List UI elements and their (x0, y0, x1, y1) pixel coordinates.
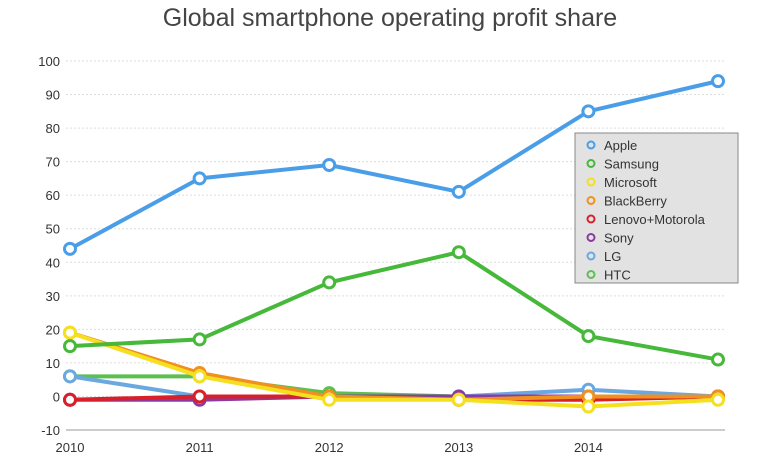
chart-title: Global smartphone operating profit share (163, 4, 617, 32)
legend-marker (586, 233, 596, 242)
legend-marker (586, 251, 596, 261)
data-point (192, 389, 207, 404)
data-point (451, 245, 466, 260)
legend-label: Lenovo+Motorola (604, 212, 706, 227)
x-tick-label: 2010 (56, 440, 85, 455)
data-point (451, 392, 466, 407)
series-line (69, 250, 719, 362)
legend-label: HTC (604, 268, 631, 283)
y-tick-label: 100 (38, 54, 60, 69)
y-tick-label: 60 (46, 188, 60, 203)
series-line (69, 330, 719, 409)
legend-marker (586, 159, 596, 168)
data-point (711, 74, 725, 89)
data-point (63, 392, 77, 407)
legend-label: Samsung (604, 157, 659, 172)
legend-marker (586, 214, 596, 224)
legend-label: Apple (604, 138, 637, 153)
data-point (711, 392, 725, 407)
data-point (63, 325, 77, 340)
x-tick-label: 2012 (315, 440, 344, 455)
y-tick-label: -10 (41, 423, 60, 438)
y-tick-label: 80 (46, 121, 60, 136)
y-tick-label: 50 (46, 222, 60, 237)
data-point (63, 241, 77, 256)
data-point (63, 339, 77, 354)
x-tick-label: 2014 (574, 440, 603, 455)
legend-marker (586, 177, 596, 187)
y-tick-label: 20 (46, 322, 60, 337)
y-tick-label: 40 (46, 255, 60, 270)
legend: Apple Samsung Microsoft BlackBerry Lenovo+Mo… (574, 132, 739, 284)
data-point (63, 369, 77, 384)
legend-marker (586, 196, 596, 205)
y-tick-label: 70 (46, 155, 60, 170)
legend-box (574, 132, 739, 284)
legend-label: LG (604, 249, 621, 264)
legend-marker (586, 270, 596, 279)
y-tick-label: 10 (46, 356, 60, 371)
data-point (581, 329, 596, 344)
y-tick-label: 30 (46, 289, 60, 304)
data-point (451, 184, 466, 199)
data-point (192, 369, 207, 384)
series-line (69, 79, 719, 251)
legend-marker (586, 140, 596, 150)
legend-label: BlackBerry (604, 194, 667, 209)
x-axis: 2010 2011 2012 2013 2014 (56, 440, 603, 455)
legend-label: Microsoft (604, 175, 657, 190)
legend-label: Sony (604, 231, 634, 246)
data-point (581, 104, 596, 119)
data-point (581, 399, 596, 414)
data-point (322, 275, 337, 290)
y-axis: -10 0 10 20 30 40 50 60 70 80 90 100 (38, 54, 60, 438)
series-lines (63, 74, 725, 414)
x-tick-label: 2011 (186, 440, 214, 455)
y-tick-label: 90 (46, 88, 60, 103)
x-tick-label: 2013 (444, 440, 473, 455)
data-point (322, 392, 337, 407)
data-point (192, 171, 207, 186)
data-point (192, 332, 207, 347)
series-microsoft (63, 325, 725, 414)
series-samsung (63, 245, 725, 367)
data-point (322, 157, 337, 172)
y-tick-label: 0 (53, 389, 60, 404)
data-point (711, 352, 725, 367)
series-apple (63, 74, 725, 256)
